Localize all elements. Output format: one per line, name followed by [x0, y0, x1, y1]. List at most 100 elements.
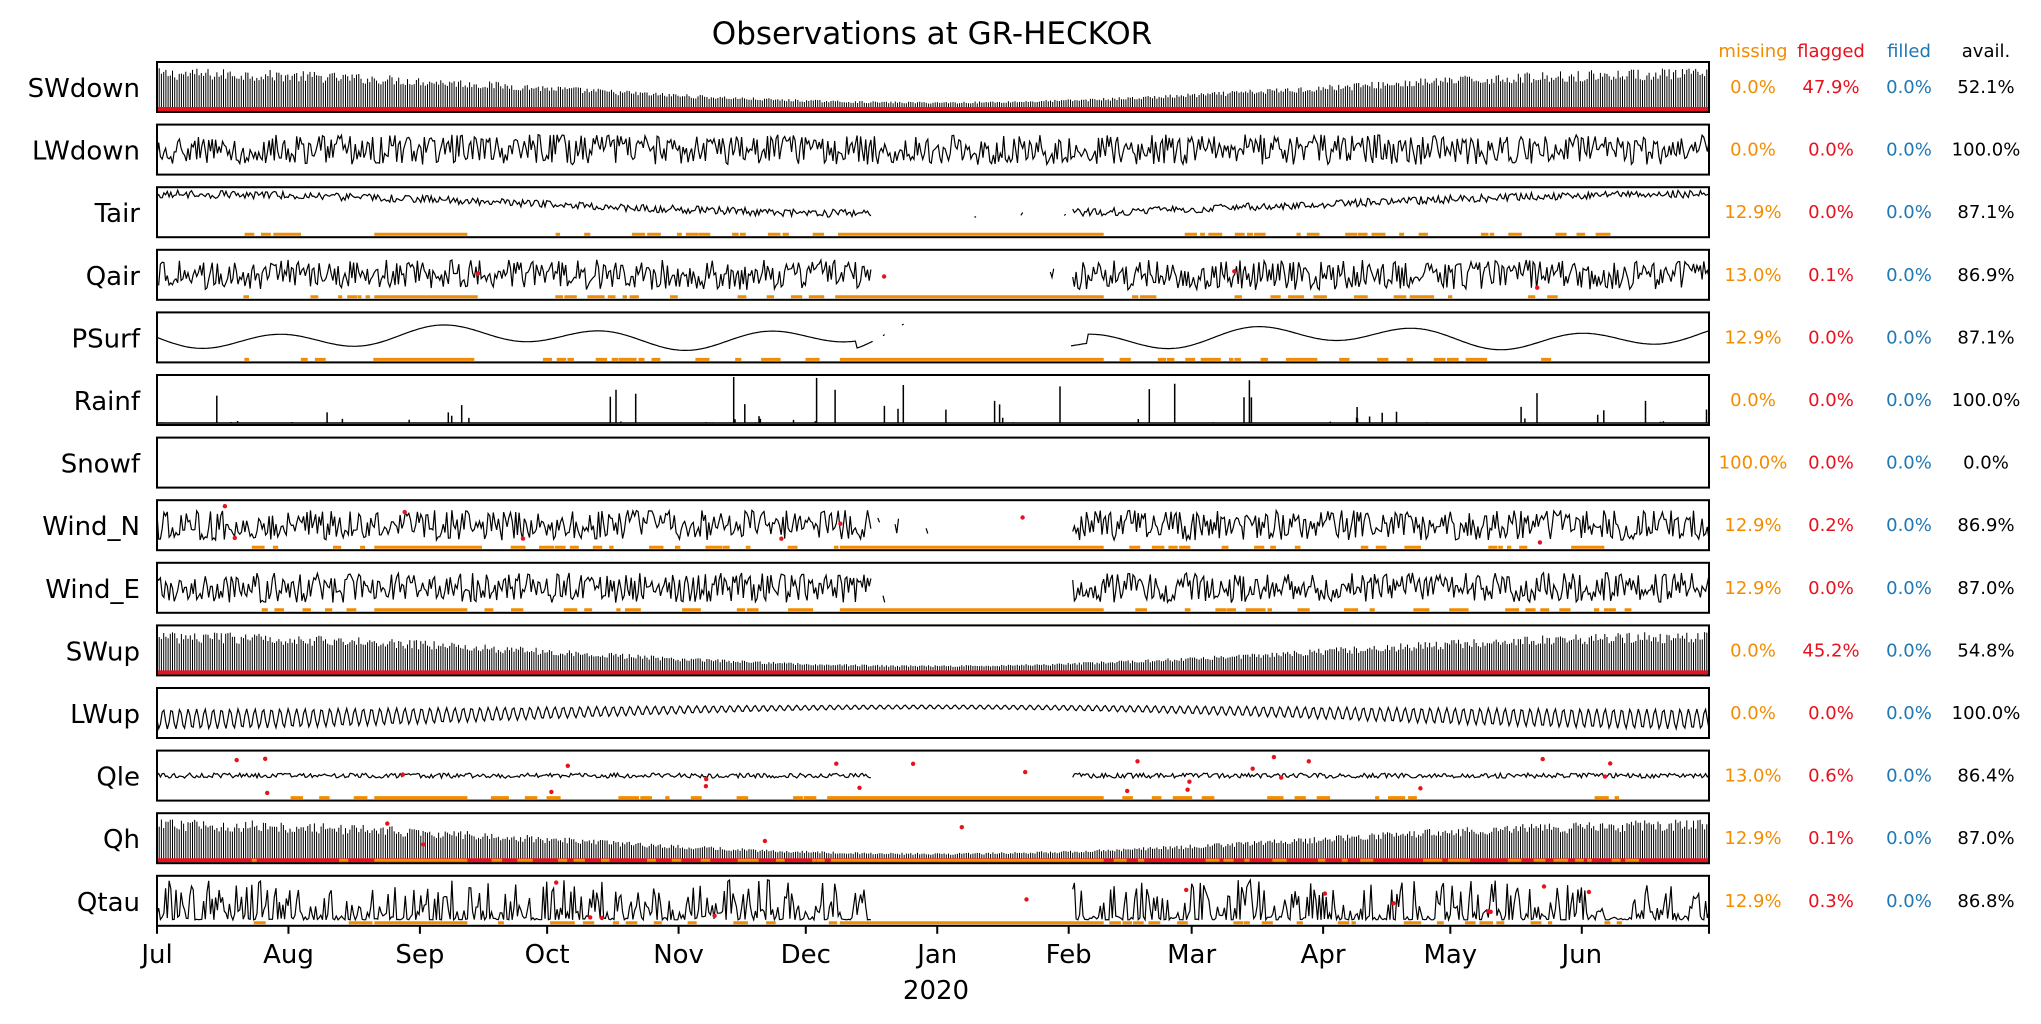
stat-flagged: 0.3% [1808, 891, 1854, 912]
panel-psurf: PSurf 12.9% 0.0% 0.0% 87.1% [71, 311, 2015, 364]
flagged-point [1535, 285, 1540, 290]
stat-avail: 0.0% [1963, 453, 2009, 474]
panel-tair: Tair 12.9% 0.0% 0.0% 87.1% [94, 186, 2015, 239]
flagged-point [959, 825, 964, 830]
flagged-point [703, 784, 709, 789]
flagged-point [549, 789, 554, 795]
stat-avail: 87.1% [1957, 202, 2014, 223]
stat-missing: 12.9% [1724, 891, 1781, 912]
header-filled: filled [1887, 41, 1931, 62]
flagged-point [1541, 884, 1547, 889]
flagged-point [1586, 889, 1592, 895]
stat-avail: 54.8% [1957, 640, 2014, 661]
stat-flagged: 0.1% [1808, 265, 1854, 286]
stat-missing: 12.9% [1724, 515, 1781, 536]
stat-flagged: 45.2% [1802, 640, 1859, 661]
series-line [156, 632, 1710, 672]
panel-frame [156, 186, 1710, 239]
flagged-point [1279, 775, 1284, 780]
flagged-point [1540, 756, 1545, 762]
panel-frame [156, 624, 1710, 677]
series-label: PSurf [71, 324, 140, 354]
series-label: Snowf [61, 450, 141, 480]
x-year-label: 2020 [903, 976, 969, 1006]
flagged-point [263, 756, 268, 761]
stat-filled: 0.0% [1886, 828, 1932, 849]
x-tick-label: Jun [1559, 940, 1602, 970]
series-label: LWdown [32, 137, 140, 167]
panel-qle: Qle 13.0% 0.6% 0.0% 86.4% [96, 749, 2015, 802]
x-tick-label: May [1423, 940, 1477, 970]
flagged-point [704, 776, 709, 782]
panel-frame [156, 874, 1710, 927]
flagged-point [588, 915, 593, 920]
stat-filled: 0.0% [1886, 703, 1932, 724]
stat-missing: 12.9% [1724, 327, 1781, 348]
stat-flagged: 0.0% [1808, 578, 1854, 599]
stat-filled: 0.0% [1886, 891, 1932, 912]
panel-frame [156, 311, 1710, 364]
flagged-point [520, 536, 526, 541]
stat-filled: 0.0% [1886, 390, 1932, 411]
stat-avail: 52.1% [1957, 77, 2014, 98]
stat-avail: 86.4% [1957, 766, 2014, 787]
stat-avail: 86.9% [1957, 515, 2014, 536]
series-line [156, 323, 1710, 351]
flagged-point [712, 913, 717, 918]
x-tick-label: Nov [653, 940, 704, 970]
stat-flagged: 0.0% [1808, 703, 1854, 724]
series-line [156, 508, 1710, 543]
series-label: Qtau [77, 888, 140, 918]
stat-missing: 0.0% [1730, 77, 1776, 98]
panel-qair: Qair 13.0% 0.1% 0.0% 86.9% [86, 248, 2015, 301]
flagged-point [421, 842, 426, 847]
stat-filled: 0.0% [1886, 202, 1932, 223]
flagged-point [385, 821, 390, 826]
stat-flagged: 0.6% [1808, 766, 1854, 787]
stat-missing: 0.0% [1730, 390, 1776, 411]
series-line [156, 68, 1710, 108]
flagged-point [400, 772, 405, 777]
flagged-point [1537, 540, 1543, 545]
stat-filled: 0.0% [1886, 453, 1932, 474]
series-line [160, 377, 1708, 423]
header-avail: avail. [1962, 41, 2010, 62]
x-tick-label: Aug [263, 940, 314, 970]
stat-avail: 86.8% [1957, 891, 2014, 912]
stat-flagged: 0.1% [1808, 828, 1854, 849]
flagged-point [1608, 761, 1613, 766]
x-tick-label: Dec [781, 940, 831, 970]
panel-frame [156, 248, 1710, 301]
series-line [156, 704, 1710, 732]
flagged-point [857, 785, 862, 790]
flagged-point [232, 535, 237, 541]
series-line [156, 771, 1710, 780]
stat-avail: 87.0% [1957, 578, 2014, 599]
stat-missing: 12.9% [1724, 578, 1781, 599]
panel-rainf: Rainf 0.0% 0.0% 0.0% 100.0% [74, 374, 2020, 426]
series-line [156, 819, 1710, 860]
panel-frame [156, 61, 1710, 113]
stat-missing: 13.0% [1724, 766, 1781, 787]
panel-wind-e: Wind_E 12.9% 0.0% 0.0% 87.0% [45, 561, 2015, 614]
panel-frame [156, 749, 1710, 802]
flagged-point [402, 509, 407, 515]
stat-avail: 100.0% [1952, 703, 2021, 724]
x-tick-label: Mar [1167, 940, 1216, 970]
panel-frame [156, 812, 1710, 865]
series-line [156, 133, 1710, 167]
flagged-point [881, 274, 887, 279]
flagged-point [1418, 786, 1423, 791]
flagged-point [1391, 901, 1396, 906]
stat-avail: 86.9% [1957, 265, 2014, 286]
stat-filled: 0.0% [1886, 140, 1932, 161]
flagged-point [1250, 766, 1255, 771]
series-line [156, 571, 1710, 605]
stat-flagged: 0.0% [1808, 327, 1854, 348]
flagged-point [1602, 774, 1608, 779]
flagged-point [1306, 759, 1312, 764]
flagged-point [222, 504, 228, 509]
x-tick-label: Oct [525, 940, 570, 970]
stat-missing: 0.0% [1730, 140, 1776, 161]
